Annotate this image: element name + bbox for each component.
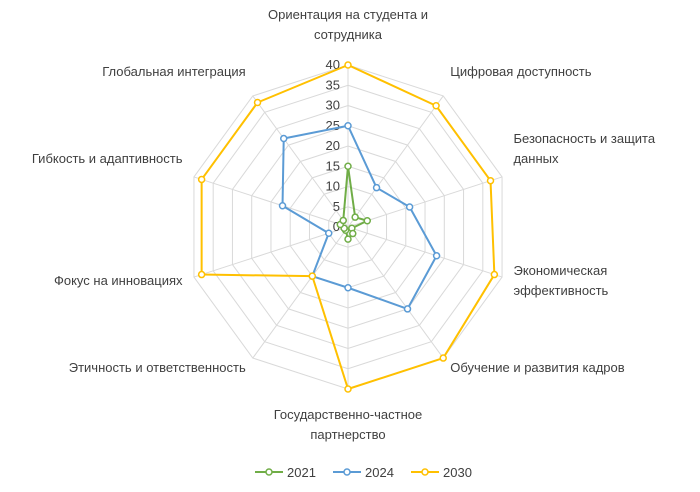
data-point bbox=[403, 305, 412, 313]
data-point bbox=[363, 216, 372, 225]
category-label: Безопасность и защита данных bbox=[513, 131, 655, 166]
data-point bbox=[351, 213, 359, 221]
category-label: Глобальная интеграция bbox=[102, 64, 246, 79]
tick-label: 30 bbox=[326, 98, 340, 113]
legend-item-2024: 2024 bbox=[333, 465, 394, 480]
tick-label: 5 bbox=[333, 199, 340, 214]
data-point bbox=[344, 122, 352, 130]
data-point bbox=[344, 235, 352, 243]
grid-spoke bbox=[252, 95, 349, 228]
category-labels: Ориентация на студента и сотрудника Цифров… bbox=[32, 7, 656, 442]
legend-label: 2030 bbox=[443, 465, 472, 480]
data-point bbox=[324, 229, 333, 238]
data-point bbox=[279, 134, 288, 143]
grid-spoke bbox=[347, 226, 503, 278]
category-label: Обучение и развития кадров bbox=[450, 360, 624, 375]
tick-label: 15 bbox=[326, 158, 340, 173]
tick-label: 20 bbox=[326, 138, 340, 153]
series-2030 bbox=[197, 61, 499, 393]
data-point bbox=[197, 175, 206, 184]
grid-spoke bbox=[193, 226, 349, 278]
legend-item-2021: 2021 bbox=[255, 465, 316, 480]
series-2021 bbox=[336, 162, 372, 243]
legend-label: 2021 bbox=[287, 465, 316, 480]
category-label: Цифровая доступность bbox=[450, 64, 591, 79]
data-point bbox=[439, 354, 447, 362]
data-point bbox=[432, 252, 441, 260]
data-point bbox=[405, 203, 414, 211]
data-point bbox=[372, 183, 381, 192]
radar-grid bbox=[193, 64, 503, 390]
category-label: Этичность и ответственность bbox=[69, 360, 246, 375]
data-point bbox=[344, 284, 352, 292]
grid-spoke bbox=[347, 95, 444, 228]
tick-label: 40 bbox=[326, 57, 340, 72]
data-point bbox=[344, 61, 352, 69]
grid-spoke bbox=[252, 226, 349, 359]
legend-marker bbox=[343, 468, 351, 476]
series-group bbox=[197, 61, 499, 393]
legend-marker bbox=[265, 468, 273, 476]
data-point bbox=[349, 229, 357, 238]
category-label: Государственно-частное партнерство bbox=[274, 407, 422, 442]
grid-spoke bbox=[347, 176, 503, 228]
data-point bbox=[344, 385, 352, 393]
data-point bbox=[432, 102, 440, 110]
category-label: Экономическая эффективность bbox=[513, 263, 608, 298]
data-point bbox=[197, 270, 206, 279]
category-label: Гибкость и адаптивность bbox=[32, 151, 183, 166]
tick-label: 35 bbox=[326, 77, 340, 92]
legend-marker bbox=[421, 468, 429, 476]
data-point bbox=[253, 98, 262, 107]
data-point bbox=[344, 162, 352, 170]
data-point bbox=[308, 272, 317, 280]
data-point bbox=[339, 216, 347, 225]
category-label: Фокус на инновациях bbox=[54, 273, 183, 288]
tick-label: 0 bbox=[333, 219, 340, 234]
legend: 2021 2024 2030 bbox=[255, 465, 472, 480]
data-point bbox=[486, 176, 495, 185]
legend-item-2030: 2030 bbox=[411, 465, 472, 480]
data-point bbox=[490, 270, 499, 279]
tick-label: 10 bbox=[326, 179, 340, 194]
grid-spoke bbox=[347, 226, 444, 359]
grid-spoke bbox=[193, 176, 349, 228]
data-point bbox=[278, 201, 287, 210]
category-label: Ориентация на студента и сотрудника bbox=[268, 7, 428, 42]
legend-label: 2024 bbox=[365, 465, 394, 480]
